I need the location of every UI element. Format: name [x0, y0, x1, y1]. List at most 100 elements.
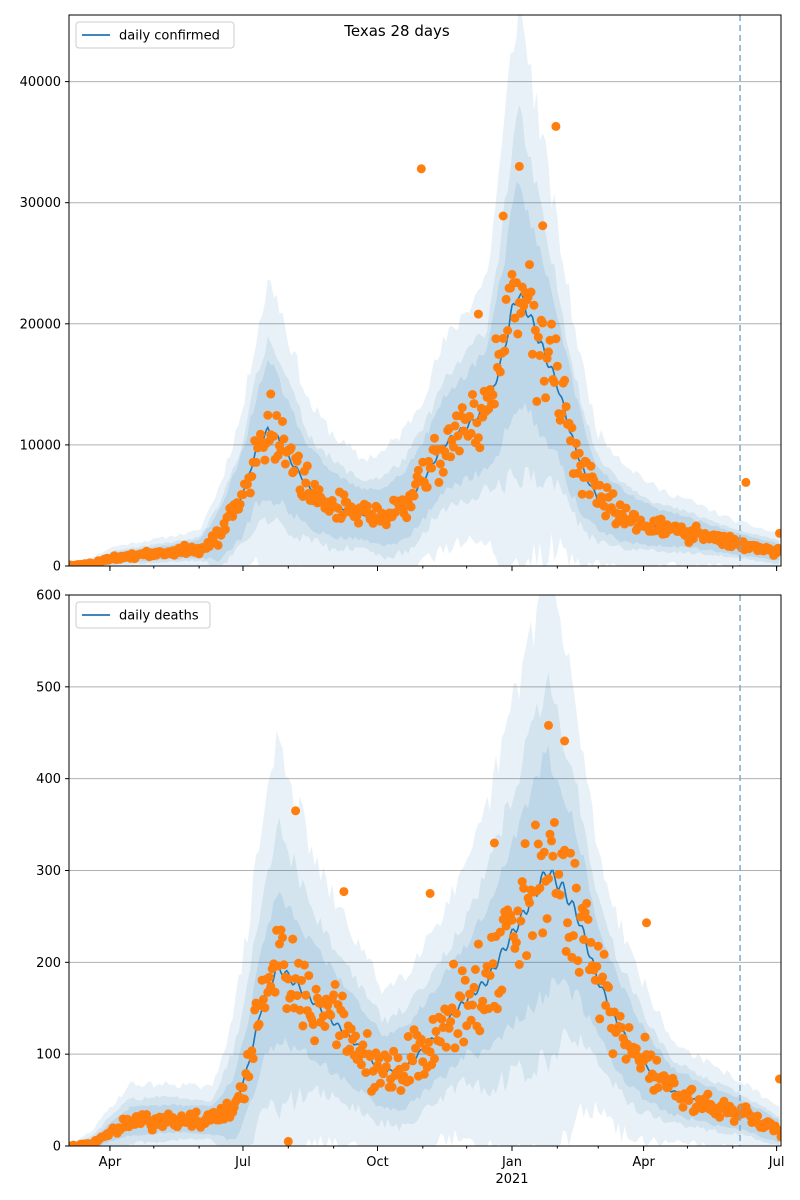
data-point [579, 935, 589, 944]
data-point [434, 477, 444, 487]
daily-observations [69, 720, 781, 1146]
data-point [538, 221, 548, 231]
data-point [776, 546, 781, 556]
data-point [387, 1082, 397, 1092]
y-tick-label: 20000 [20, 317, 61, 332]
data-point [511, 938, 521, 947]
y-tick-label: 400 [36, 772, 61, 787]
inner-band [69, 182, 780, 566]
data-point [279, 960, 289, 970]
data-point [530, 325, 540, 335]
legend-box [75, 601, 211, 629]
data-point [507, 915, 517, 925]
data-point [298, 1021, 308, 1031]
data-point [542, 914, 552, 924]
data-point [425, 889, 435, 898]
data-point [469, 982, 479, 992]
data-point [405, 1075, 415, 1085]
data-point [631, 1044, 641, 1054]
data-point [333, 503, 343, 513]
data-point [310, 1036, 320, 1046]
data-point [561, 402, 571, 412]
data-point [260, 455, 270, 465]
data-point [475, 1026, 485, 1036]
legend: daily deaths [75, 601, 211, 629]
data-point [580, 908, 590, 918]
data-point [577, 489, 587, 499]
data-point [775, 1074, 781, 1084]
data-point [547, 836, 556, 846]
data-point [435, 1037, 445, 1047]
data-point [485, 971, 495, 980]
data-point [615, 1011, 625, 1021]
legend-label: daily confirmed [119, 29, 220, 44]
data-point [684, 1096, 694, 1105]
y-tick-label: 100 [36, 1048, 61, 1063]
data-point [247, 472, 257, 481]
data-point [525, 898, 534, 908]
data-point [339, 1009, 349, 1019]
data-point [522, 951, 532, 961]
data-point [592, 962, 602, 972]
data-point [497, 985, 507, 995]
data-point [361, 1068, 371, 1078]
data-point [402, 513, 412, 523]
data-point [297, 976, 306, 985]
data-point [422, 482, 432, 492]
data-point [431, 1026, 441, 1036]
data-point [396, 1086, 406, 1095]
data-point [413, 465, 423, 475]
data-point [220, 524, 230, 534]
data-point [454, 446, 464, 456]
x-tick-label: Jul [768, 1155, 785, 1170]
data-point [468, 390, 477, 399]
data-point [519, 883, 529, 893]
y-tick-label: 200 [36, 956, 61, 971]
data-point [568, 931, 578, 941]
data-point [362, 501, 372, 511]
data-point [245, 488, 255, 498]
data-point [652, 1055, 662, 1065]
data-point [280, 459, 290, 469]
data-point [308, 1020, 318, 1029]
data-point [299, 960, 309, 970]
data-point [571, 438, 581, 448]
data-point [337, 991, 347, 1001]
data-point [351, 1031, 361, 1041]
data-point [295, 1005, 305, 1015]
data-point [574, 448, 584, 458]
data-point [282, 1004, 292, 1014]
data-point [574, 967, 584, 977]
data-point [741, 477, 751, 487]
data-point [393, 1053, 403, 1063]
data-point [459, 1037, 469, 1047]
data-point [544, 347, 553, 357]
data-point [473, 939, 483, 949]
data-point [503, 326, 513, 336]
data-point [544, 874, 553, 884]
data-point [449, 959, 458, 969]
data-point [251, 457, 261, 467]
data-point [283, 1136, 293, 1146]
data-point [513, 906, 523, 916]
data-point [601, 1000, 611, 1010]
data-point [598, 972, 608, 982]
data-point [514, 960, 524, 969]
data-point [608, 1049, 618, 1059]
data-point [478, 996, 488, 1006]
y-tick-label: 40000 [20, 75, 61, 90]
x-tick-label: Apr [632, 1155, 655, 1170]
data-point [450, 1043, 460, 1053]
data-point [444, 1023, 454, 1033]
data-point [263, 410, 273, 420]
y-gridlines [69, 81, 781, 446]
data-point [446, 1017, 456, 1027]
data-point [408, 1056, 418, 1066]
plot-area [69, 15, 781, 566]
x-year-label: 2021 [495, 1172, 528, 1187]
data-point [468, 1000, 477, 1010]
x-axis [109, 566, 778, 571]
data-point [602, 483, 612, 492]
data-point [586, 937, 596, 947]
data-point [653, 1083, 663, 1093]
